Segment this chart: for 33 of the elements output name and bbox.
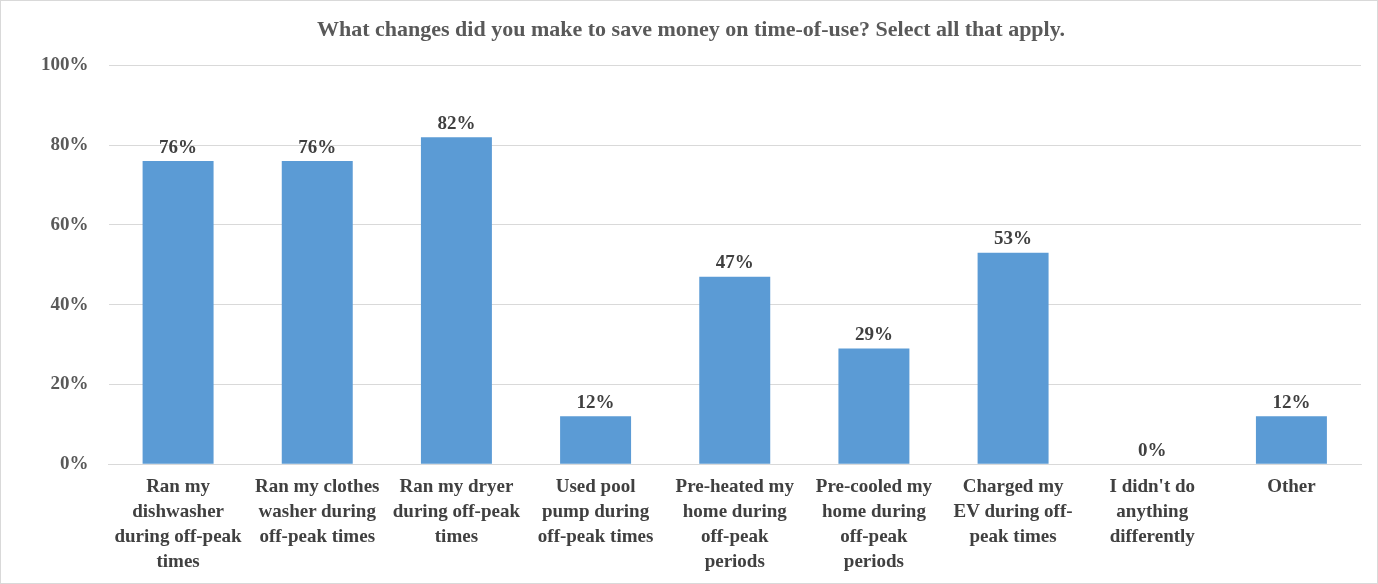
data-label: 47%: [715, 251, 754, 273]
data-label: 76%: [298, 135, 337, 157]
x-tick-label: Pre-cooled my home during off-peak periods: [815, 475, 933, 571]
x-tick-label: Ran my dishwasher during off-peak times: [114, 475, 243, 571]
bar: [699, 276, 771, 464]
data-label: 29%: [854, 322, 893, 344]
bar: [281, 161, 353, 464]
x-tick-label: Ran my dryer during off-peak times: [392, 475, 521, 546]
bar: [420, 137, 492, 464]
data-label: 76%: [159, 135, 198, 157]
x-tick-label: Pre-heated my home during off-peak periods: [675, 475, 795, 571]
x-tick-label: Used pool pump during off-peak times: [537, 475, 654, 546]
data-label: 12%: [576, 390, 615, 412]
x-tick-label: Ran my clothes washer during off-peak times: [254, 475, 380, 546]
data-label: 82%: [437, 111, 476, 133]
x-tick-label: I didn't do anything differently: [1109, 475, 1196, 546]
y-tick-label: 40%: [50, 292, 89, 314]
bar: [560, 416, 632, 464]
data-label: 53%: [994, 227, 1033, 249]
bar: [142, 161, 214, 464]
y-tick-label: 80%: [50, 133, 89, 155]
bar: [977, 252, 1049, 464]
y-tick-label: 20%: [50, 372, 89, 394]
data-label: 0%: [1138, 438, 1167, 460]
chart-title: What changes did you make to save money on time-of-use? Select all that apply.: [317, 15, 1065, 41]
x-tick-label: Charged my EV during off-peak times: [953, 475, 1073, 546]
data-label: 12%: [1272, 390, 1311, 412]
bar: [1255, 416, 1327, 464]
y-tick-label: 0%: [60, 452, 89, 474]
y-tick-label: 60%: [50, 212, 89, 234]
y-tick-label: 100%: [41, 53, 89, 75]
bar: [838, 348, 910, 464]
x-tick-label: Other: [1267, 475, 1317, 497]
